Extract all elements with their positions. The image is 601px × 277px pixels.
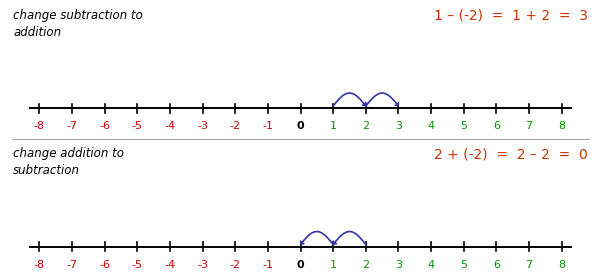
Text: 0: 0 (297, 121, 304, 131)
Text: 8: 8 (558, 260, 566, 270)
Text: -6: -6 (99, 121, 110, 131)
Text: 7: 7 (526, 260, 532, 270)
Text: 1 – (-2)  =  1 + 2  =  3: 1 – (-2) = 1 + 2 = 3 (434, 9, 588, 23)
Text: 3: 3 (395, 121, 402, 131)
Text: -4: -4 (164, 260, 175, 270)
Text: 4: 4 (427, 121, 435, 131)
Text: -3: -3 (197, 121, 208, 131)
Text: 8: 8 (558, 121, 566, 131)
Text: -8: -8 (34, 260, 44, 270)
Text: -3: -3 (197, 260, 208, 270)
Text: 2: 2 (362, 121, 370, 131)
Text: 1: 1 (330, 121, 337, 131)
Text: 5: 5 (460, 121, 468, 131)
Text: -7: -7 (66, 260, 78, 270)
Text: change addition to
subtraction: change addition to subtraction (13, 147, 124, 177)
Text: 1: 1 (330, 260, 337, 270)
Text: 2 + (-2)  =  2 – 2  =  0: 2 + (-2) = 2 – 2 = 0 (434, 147, 588, 161)
Text: -5: -5 (132, 121, 142, 131)
Text: -4: -4 (164, 121, 175, 131)
Text: -2: -2 (230, 260, 241, 270)
Text: -1: -1 (263, 121, 273, 131)
Text: -2: -2 (230, 121, 241, 131)
Text: 7: 7 (526, 121, 532, 131)
Text: 0: 0 (297, 260, 304, 270)
Text: 4: 4 (427, 260, 435, 270)
Text: change subtraction to
addition: change subtraction to addition (13, 9, 143, 39)
Text: -6: -6 (99, 260, 110, 270)
Text: 6: 6 (493, 121, 500, 131)
Text: 2: 2 (362, 260, 370, 270)
Text: -8: -8 (34, 121, 44, 131)
Text: 3: 3 (395, 260, 402, 270)
Text: -1: -1 (263, 260, 273, 270)
Text: -5: -5 (132, 260, 142, 270)
Text: 5: 5 (460, 260, 468, 270)
Text: -7: -7 (66, 121, 78, 131)
Text: 6: 6 (493, 260, 500, 270)
